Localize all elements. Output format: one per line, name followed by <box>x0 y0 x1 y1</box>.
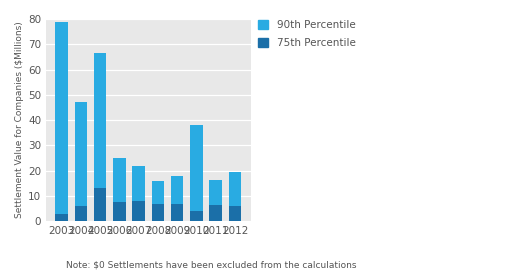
Bar <box>74 206 87 221</box>
Bar <box>209 205 221 221</box>
Bar <box>55 214 68 221</box>
Bar <box>132 166 145 221</box>
Bar <box>94 53 106 221</box>
Y-axis label: Settlement Value for Companies ($Millions): Settlement Value for Companies ($Million… <box>15 22 24 218</box>
Bar <box>190 125 202 221</box>
Bar <box>113 158 125 221</box>
Bar <box>151 181 164 221</box>
Bar <box>132 201 145 221</box>
Bar <box>171 204 183 221</box>
Bar <box>94 188 106 221</box>
Bar <box>228 206 241 221</box>
Bar <box>113 202 125 221</box>
Bar <box>151 204 164 221</box>
Bar <box>228 172 241 221</box>
Bar <box>209 180 221 221</box>
Bar <box>74 102 87 221</box>
Bar <box>55 22 68 221</box>
Text: Note: $0 Settlements have been excluded from the calculations: Note: $0 Settlements have been excluded … <box>66 260 356 269</box>
Legend: 90th Percentile, 75th Percentile: 90th Percentile, 75th Percentile <box>257 20 355 48</box>
Bar <box>171 176 183 221</box>
Bar <box>190 211 202 221</box>
